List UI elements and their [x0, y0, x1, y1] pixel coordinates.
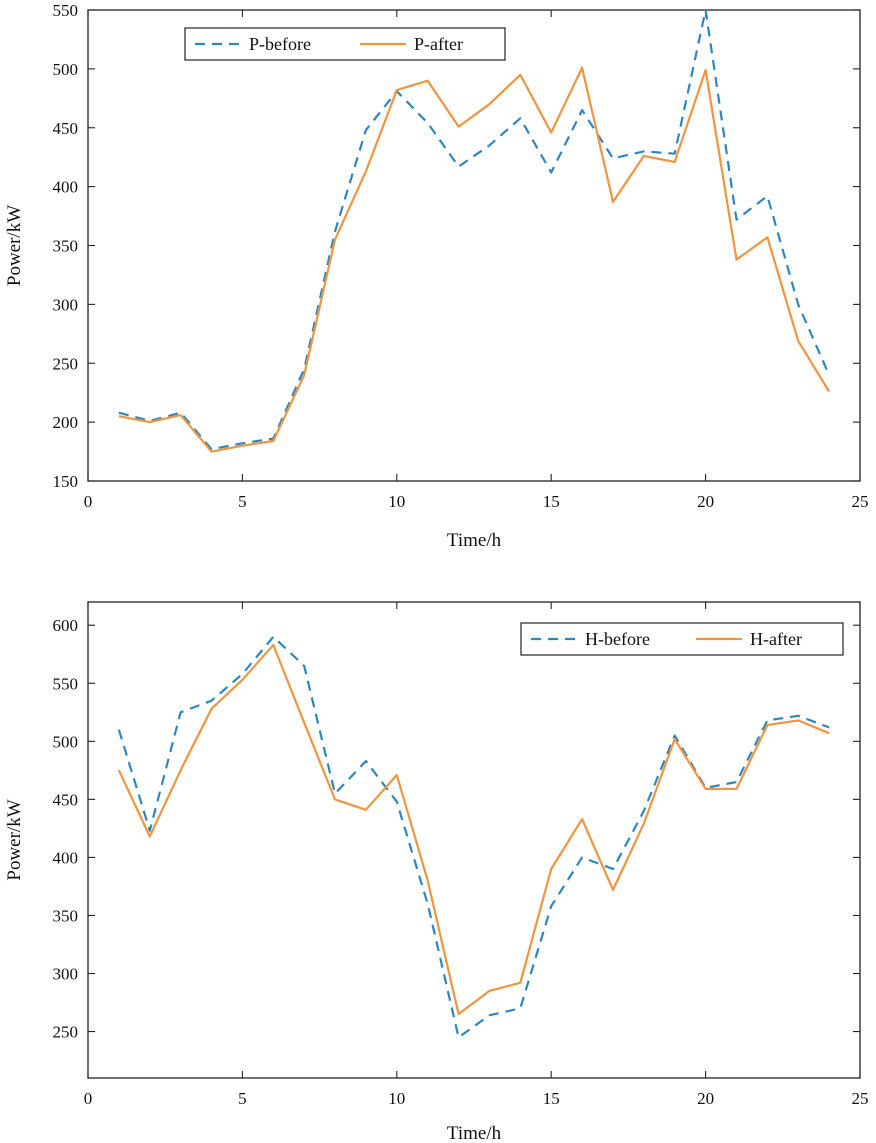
- y-tick-label: 500: [53, 60, 79, 79]
- plot-frame: [87, 601, 861, 1079]
- legend-label-p-after: P-after: [414, 34, 463, 54]
- x-tick-label: 5: [238, 1089, 247, 1108]
- legend-label-p-before: P-before: [249, 34, 311, 54]
- x-tick-label: 5: [238, 492, 247, 511]
- x-tick-label: 20: [697, 492, 714, 511]
- x-tick-label: 15: [543, 492, 560, 511]
- x-tick-label: 0: [84, 1089, 93, 1108]
- y-tick-label: 250: [53, 1023, 79, 1042]
- series-line-h-before: [117, 635, 830, 1039]
- legend-label-h-before: H-before: [585, 629, 650, 649]
- x-tick-label: 15: [543, 1089, 560, 1108]
- series-line-p-after: [118, 66, 831, 453]
- plot-frame: [87, 9, 861, 482]
- x-tick-label: 10: [388, 492, 405, 511]
- y-tick-label: 350: [53, 906, 79, 925]
- x-axis-label: Time/h: [447, 1123, 502, 1143]
- y-tick-label: 300: [53, 295, 79, 314]
- chart-2: 0 5 10 15 20 25 250 300 350 400 450 500 550 600 Time/h…: [4, 601, 869, 1143]
- y-axis-label: Power/kW: [4, 799, 25, 880]
- y-tick-label: 450: [53, 119, 79, 138]
- y-tick-label: 550: [53, 1, 79, 20]
- series-line-h-after: [117, 643, 830, 1016]
- x-tick-label: 25: [852, 492, 869, 511]
- legend: P-before P-after: [184, 27, 506, 61]
- y-tick-label: 550: [53, 674, 79, 693]
- y-tick-label: 450: [53, 790, 79, 809]
- x-tick-label: 20: [697, 1089, 714, 1108]
- chart-1: 0 5 10 15 20 25 150 200 250 300 350 400 450 500 550 Tim…: [4, 1, 869, 551]
- y-tick-label: 400: [53, 848, 79, 867]
- y-axis-label: Power/kW: [4, 205, 25, 286]
- y-tick-label: 150: [53, 472, 79, 491]
- y-tick-label: 400: [53, 178, 79, 197]
- legend-label-h-after: H-after: [750, 629, 802, 649]
- y-tick-label: 350: [53, 237, 79, 256]
- series-line-p-before: [118, 8, 831, 451]
- legend: H-before H-after: [520, 622, 844, 656]
- y-tick-label: 200: [53, 413, 79, 432]
- y-tick-label: 250: [53, 354, 79, 373]
- x-tick-label: 25: [852, 1089, 869, 1108]
- y-tick-label: 300: [53, 965, 79, 984]
- y-tick-label: 500: [53, 732, 79, 751]
- y-tick-label: 600: [53, 616, 79, 635]
- x-tick-label: 10: [388, 1089, 405, 1108]
- x-tick-label: 0: [84, 492, 93, 511]
- x-axis-label: Time/h: [447, 530, 502, 551]
